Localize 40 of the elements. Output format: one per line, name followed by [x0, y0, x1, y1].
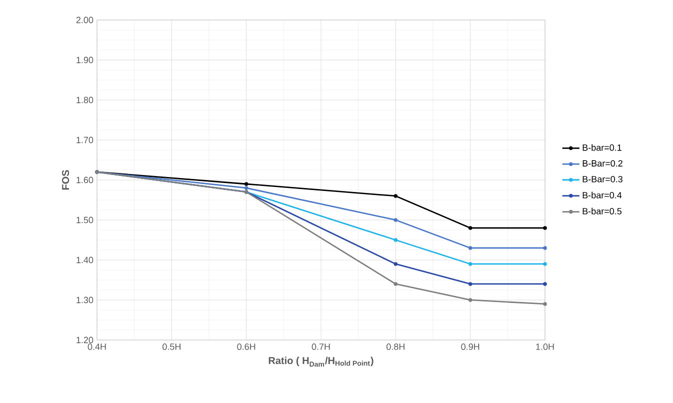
point	[244, 182, 248, 186]
point	[543, 262, 547, 266]
y-axis-title: FOS	[62, 170, 70, 190]
point	[244, 186, 248, 190]
y-tick-label: 2.00	[76, 16, 94, 24]
point	[468, 262, 472, 266]
y-tick-label: 1.90	[76, 56, 94, 64]
x-tick-label: 0.4H	[88, 344, 106, 350]
point	[543, 282, 547, 286]
point	[468, 282, 472, 286]
point	[468, 246, 472, 250]
y-tick-label: 1.40	[76, 256, 94, 264]
point	[543, 302, 547, 306]
x-tick-label: 0.6H	[237, 344, 256, 350]
point	[394, 238, 398, 242]
point	[543, 246, 547, 250]
point	[394, 282, 398, 286]
x-tick-label: 0.7H	[312, 344, 330, 350]
legend-label: B-Bar=0.3	[582, 176, 622, 182]
y-tick-label: 1.30	[76, 296, 94, 304]
point	[394, 194, 398, 198]
y-tick-label: 1.80	[76, 96, 94, 104]
x-tick-label: 0.8H	[386, 344, 404, 350]
x-axis-title: $\text{Ratio ( H}_{\text{Dam}}\text{/H}_{\text{Hold Point}}\text{)}$	[268, 356, 374, 367]
x-tick-label: 0.9H	[461, 344, 480, 350]
point	[468, 298, 472, 302]
legend-label: B-Bar=0.2	[582, 160, 622, 167]
y-tick-label: 1.20	[76, 336, 94, 344]
point	[394, 218, 398, 222]
legend-label: B-bar=0.4	[582, 192, 622, 198]
point	[394, 262, 398, 266]
y-tick-label: 1.50	[76, 216, 94, 224]
x-tick-label: 0.5H	[162, 344, 180, 350]
point	[468, 226, 472, 230]
y-tick-label: 1.70	[76, 136, 94, 144]
point	[543, 226, 547, 230]
y-tick-label: 1.60	[76, 176, 94, 184]
legend-label: B-bar=0.5	[582, 208, 622, 214]
legend-label: B-bar=0.1	[582, 144, 622, 151]
x-tick-label: 1.0H	[536, 344, 554, 350]
